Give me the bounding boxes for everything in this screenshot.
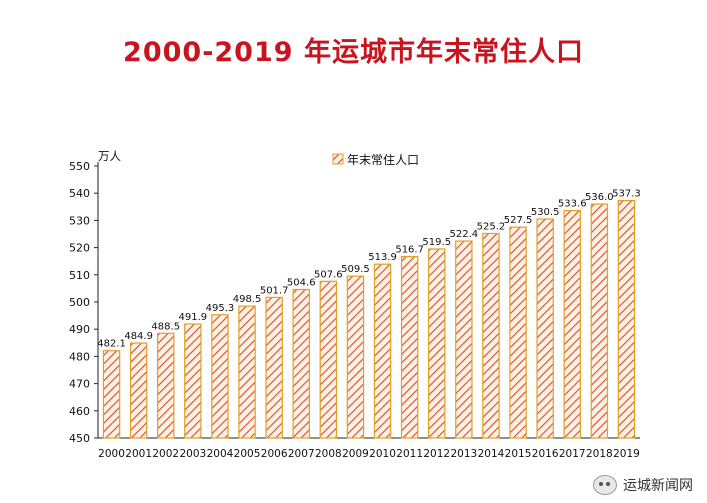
x-tick-label: 2015 <box>505 448 532 460</box>
data-label: 525.2 <box>477 221 506 232</box>
bar <box>184 323 202 439</box>
y-tick-label: 470 <box>69 378 90 391</box>
x-tick-label: 2001 <box>125 448 152 460</box>
data-label: 537.3 <box>612 189 641 200</box>
x-tick-label: 2006 <box>261 448 288 460</box>
data-label: 513.9 <box>368 252 397 263</box>
bar <box>590 203 609 439</box>
y-tick-label: 450 <box>69 432 90 445</box>
data-label: 509.5 <box>341 264 370 275</box>
x-tick-label: 2004 <box>207 448 234 460</box>
bar <box>265 296 283 439</box>
data-label: 516.7 <box>395 245 424 256</box>
bar <box>211 314 229 439</box>
bar <box>563 210 581 439</box>
data-label: 491.9 <box>179 312 208 323</box>
data-label: 488.5 <box>151 321 180 332</box>
bar <box>536 218 554 439</box>
bar <box>238 305 256 439</box>
data-label: 501.7 <box>260 285 289 296</box>
x-tick-label: 2010 <box>369 448 396 460</box>
y-tick-label: 500 <box>69 296 90 309</box>
bar <box>319 280 338 439</box>
wechat-icon <box>593 475 617 495</box>
bar <box>373 263 392 439</box>
x-tick-label: 2009 <box>342 448 369 460</box>
data-label: 533.6 <box>558 199 587 210</box>
bar <box>482 232 500 439</box>
bar <box>400 255 419 439</box>
x-tick-label: 2013 <box>450 448 477 460</box>
x-tick-label: 2019 <box>613 448 640 460</box>
y-tick-label: 530 <box>69 214 90 227</box>
data-label: 507.6 <box>314 269 343 280</box>
y-tick-label: 520 <box>69 242 90 255</box>
data-label: 530.5 <box>531 207 560 218</box>
bar <box>509 226 527 439</box>
data-labels: 482.1484.9488.5491.9495.3498.5501.7504.6… <box>97 189 641 350</box>
watermark-text: 运城新闻网 <box>623 478 693 494</box>
chart-title: 2000-2019 年运城市年末常住人口 <box>123 37 584 68</box>
legend: 年末常住人口 <box>332 153 419 167</box>
data-label: 527.5 <box>504 215 533 226</box>
y-tick-label: 510 <box>69 269 90 282</box>
data-label: 482.1 <box>97 339 126 350</box>
legend-swatch <box>332 153 344 165</box>
x-tick-label: 2012 <box>423 448 450 460</box>
y-tick-label: 480 <box>69 350 90 363</box>
bar <box>617 199 636 439</box>
x-tick-label: 2016 <box>532 448 559 460</box>
bar <box>102 350 121 439</box>
legend-entry: 年末常住人口 <box>347 153 419 167</box>
x-tick-label: 2011 <box>396 448 423 460</box>
data-label: 522.4 <box>450 229 479 240</box>
data-label: 484.9 <box>124 331 153 342</box>
data-label: 498.5 <box>233 294 262 305</box>
y-tick-label: 550 <box>69 160 90 173</box>
x-tick-label: 2008 <box>315 448 342 460</box>
data-label: 536.0 <box>585 192 614 203</box>
bar <box>455 240 473 439</box>
x-tick-label: 2000 <box>98 448 125 460</box>
y-tick-label: 460 <box>69 405 90 418</box>
data-label: 504.6 <box>287 277 316 288</box>
bar <box>346 275 365 439</box>
x-tick-label: 2005 <box>234 448 261 460</box>
y-unit-label: 万人 <box>98 149 121 163</box>
y-tick-label: 490 <box>69 323 90 336</box>
x-tick-label: 2018 <box>586 448 613 460</box>
x-tick-label: 2007 <box>288 448 315 460</box>
x-tick-label: 2014 <box>478 448 505 460</box>
watermark: 运城新闻网 <box>593 475 693 495</box>
bar <box>129 342 148 439</box>
y-tick-label: 540 <box>69 187 90 200</box>
x-tick-label: 2002 <box>152 448 179 460</box>
bar <box>292 288 310 439</box>
bar <box>428 248 446 439</box>
data-label: 519.5 <box>422 237 451 248</box>
data-label: 495.3 <box>206 303 235 314</box>
bars <box>102 199 636 439</box>
bar <box>157 332 175 439</box>
x-tick-label: 2003 <box>179 448 206 460</box>
x-tick-label: 2017 <box>559 448 586 460</box>
